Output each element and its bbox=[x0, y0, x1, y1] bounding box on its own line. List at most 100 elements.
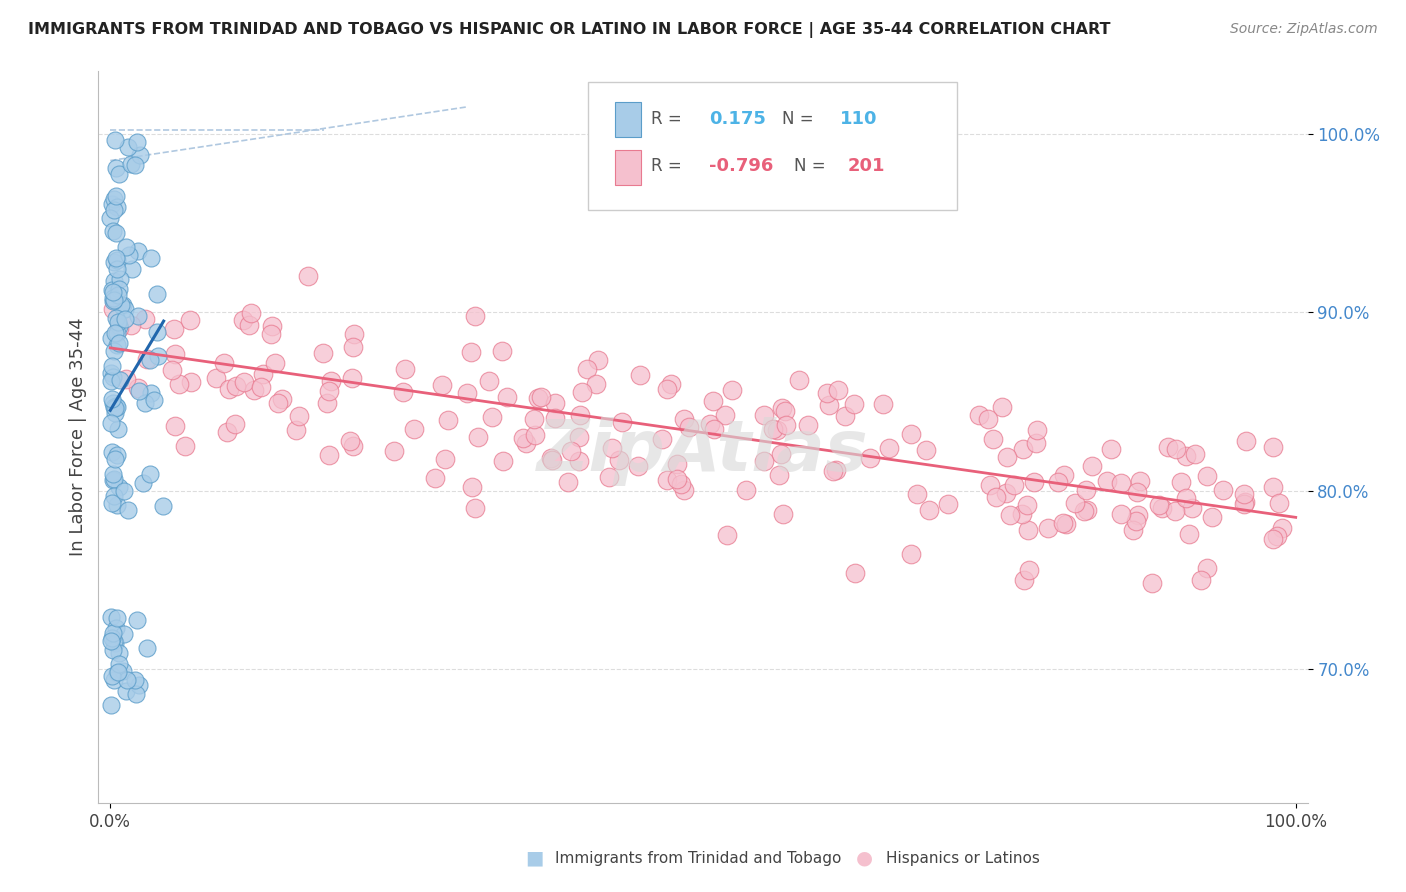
Point bbox=[1128, 508, 1150, 522]
Point bbox=[986, 490, 1008, 504]
Point bbox=[104, 451, 127, 466]
Point bbox=[108, 272, 131, 286]
Point bbox=[1181, 500, 1204, 515]
Point bbox=[825, 463, 848, 477]
Point bbox=[107, 288, 129, 302]
Point bbox=[101, 631, 124, 645]
Point bbox=[108, 336, 131, 351]
Point bbox=[107, 318, 129, 333]
Point bbox=[284, 423, 307, 437]
Text: 201: 201 bbox=[848, 158, 886, 176]
Point bbox=[1002, 477, 1025, 491]
Point bbox=[1053, 467, 1076, 482]
Point bbox=[105, 611, 128, 625]
Point bbox=[998, 508, 1021, 523]
Point bbox=[100, 634, 122, 648]
Point bbox=[1012, 442, 1035, 456]
Point bbox=[762, 422, 785, 436]
Point bbox=[179, 312, 201, 326]
Point bbox=[224, 417, 246, 432]
Point bbox=[900, 547, 922, 561]
Point bbox=[720, 384, 742, 398]
Point bbox=[318, 448, 340, 462]
Point bbox=[103, 633, 125, 648]
Point bbox=[665, 457, 688, 471]
Point bbox=[114, 372, 136, 386]
Point bbox=[225, 379, 247, 393]
Point bbox=[266, 395, 288, 409]
Point bbox=[821, 464, 844, 478]
Point bbox=[461, 480, 484, 494]
Point bbox=[250, 379, 273, 393]
Point bbox=[105, 262, 128, 277]
Point bbox=[1064, 496, 1087, 510]
Point bbox=[107, 320, 129, 334]
Point bbox=[100, 416, 122, 430]
Point bbox=[495, 390, 517, 404]
Point bbox=[108, 167, 131, 181]
Point bbox=[1164, 504, 1187, 518]
Text: 0.175: 0.175 bbox=[709, 110, 766, 128]
Point bbox=[127, 381, 149, 395]
Point bbox=[936, 497, 959, 511]
Point bbox=[163, 418, 186, 433]
Point bbox=[315, 396, 337, 410]
Y-axis label: In Labor Force | Age 35-44: In Labor Force | Age 35-44 bbox=[69, 318, 87, 557]
Point bbox=[107, 665, 129, 679]
Point bbox=[103, 255, 125, 269]
Point bbox=[128, 678, 150, 692]
Point bbox=[544, 410, 567, 425]
Point bbox=[104, 636, 127, 650]
Point bbox=[238, 318, 260, 333]
Point bbox=[205, 371, 228, 385]
Point bbox=[271, 392, 294, 406]
Point bbox=[610, 415, 633, 429]
Point bbox=[121, 262, 143, 277]
Point bbox=[120, 318, 142, 332]
Point bbox=[105, 200, 128, 214]
Point bbox=[260, 319, 283, 334]
Point bbox=[114, 683, 136, 698]
Point bbox=[1140, 576, 1163, 591]
Point bbox=[1126, 485, 1149, 500]
Point bbox=[512, 431, 534, 445]
Point bbox=[146, 325, 169, 339]
Point bbox=[766, 424, 789, 438]
Point bbox=[173, 439, 195, 453]
Bar bbox=[614, 150, 641, 185]
Point bbox=[815, 386, 838, 401]
Point bbox=[214, 356, 236, 370]
Point bbox=[104, 226, 127, 240]
Point bbox=[382, 443, 405, 458]
Point bbox=[103, 202, 125, 217]
Point bbox=[768, 468, 790, 483]
Point bbox=[101, 370, 124, 384]
Point bbox=[117, 140, 139, 154]
Point bbox=[430, 378, 453, 392]
Text: ●: ● bbox=[856, 848, 873, 868]
Point bbox=[600, 442, 623, 456]
Point bbox=[107, 657, 129, 671]
Point bbox=[900, 427, 922, 442]
Point bbox=[107, 422, 129, 436]
Point bbox=[1080, 459, 1102, 474]
Point bbox=[702, 393, 724, 408]
Point bbox=[101, 669, 124, 683]
Point bbox=[976, 411, 998, 425]
Point bbox=[105, 337, 128, 351]
Point bbox=[1047, 475, 1070, 490]
Point bbox=[1265, 529, 1288, 543]
Point bbox=[1150, 500, 1173, 515]
Point bbox=[101, 643, 124, 657]
Point bbox=[1076, 503, 1098, 517]
Point bbox=[655, 382, 678, 396]
Point bbox=[107, 315, 129, 329]
Point bbox=[218, 383, 240, 397]
Point bbox=[111, 297, 134, 311]
Point bbox=[100, 698, 122, 712]
Point bbox=[673, 483, 696, 497]
Point bbox=[526, 391, 548, 405]
Point bbox=[129, 147, 152, 161]
Point bbox=[1147, 498, 1170, 512]
Point bbox=[568, 408, 591, 422]
